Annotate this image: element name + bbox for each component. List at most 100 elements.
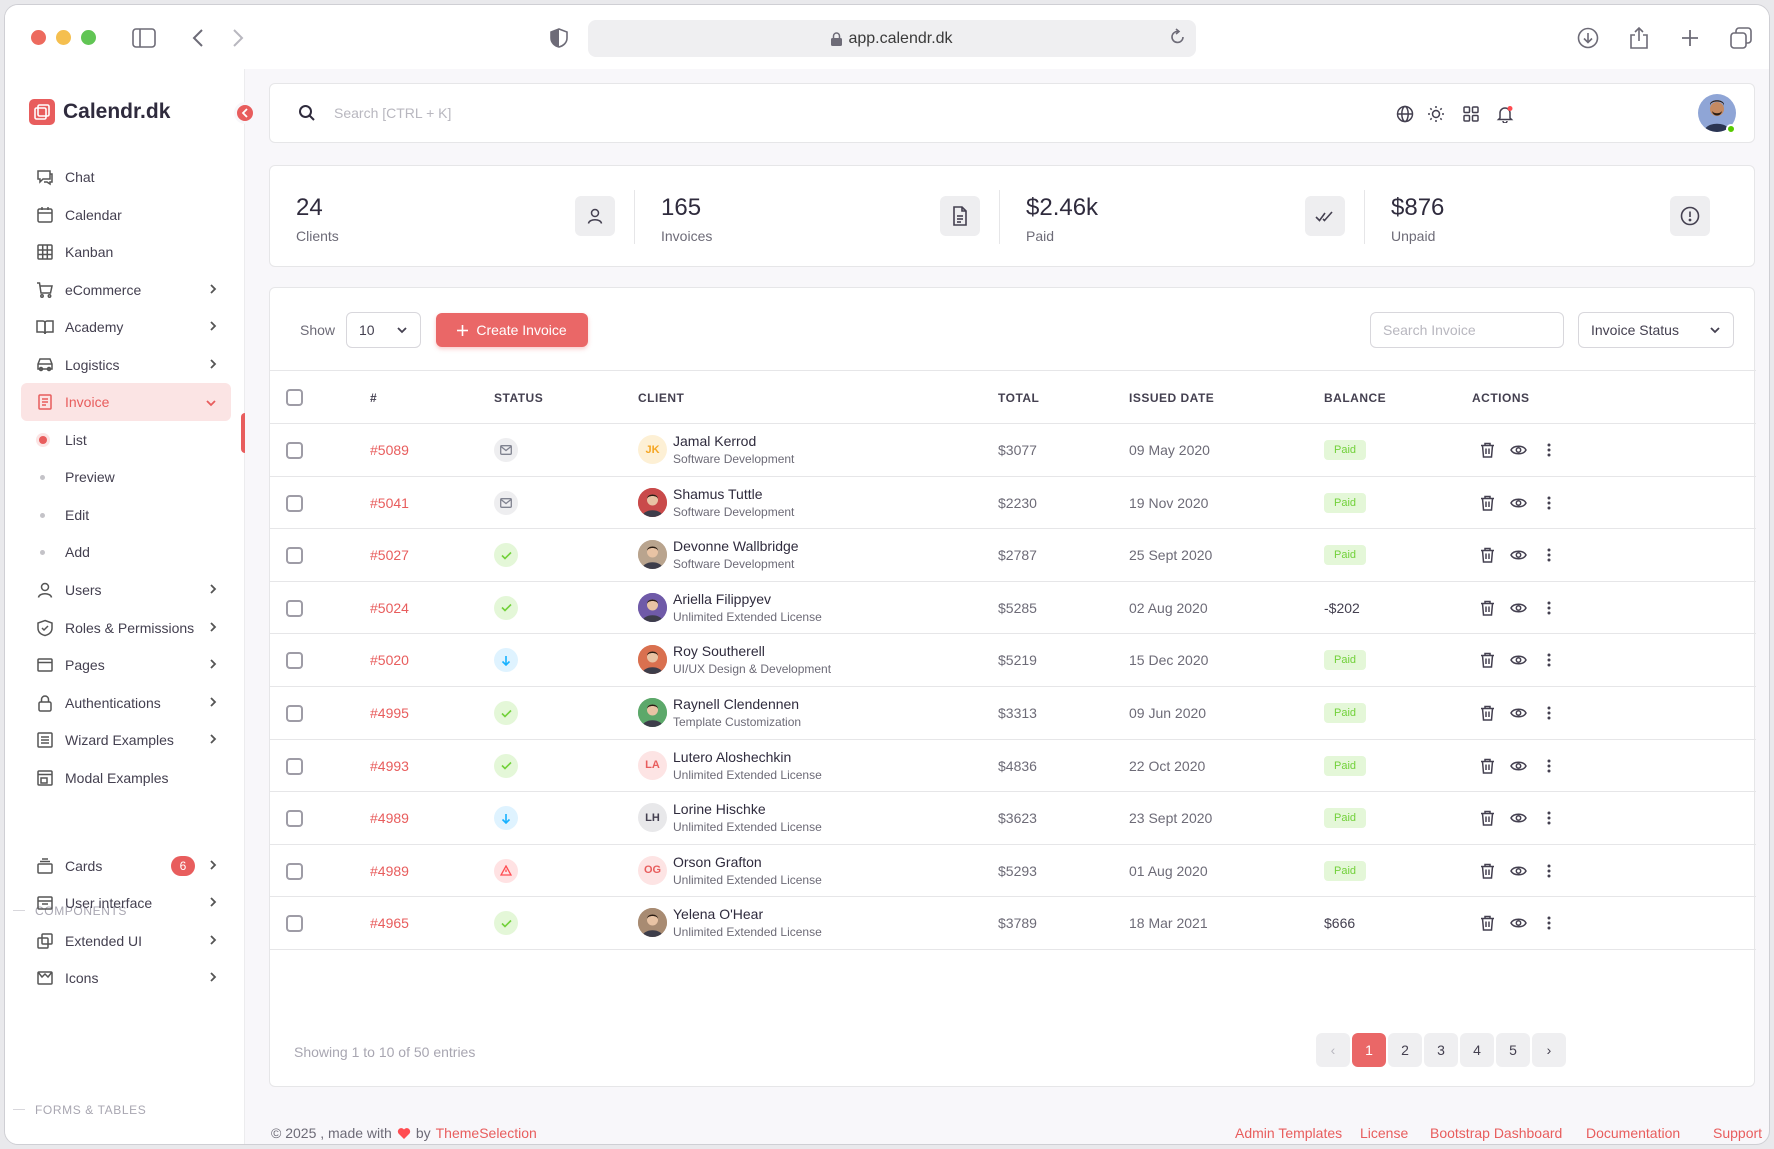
footer-link-support[interactable]: Support [1713, 1125, 1763, 1141]
apps-grid-icon[interactable] [1460, 103, 1482, 125]
row-checkbox[interactable] [286, 599, 303, 617]
table-row[interactable]: #4989 LH Lorine Hischke Unlimited Extended … [270, 792, 1756, 845]
check-icon[interactable] [494, 911, 518, 936]
privacy-shield-icon[interactable] [546, 25, 572, 51]
invoice-id-link[interactable]: #5024 [370, 599, 409, 616]
delete-icon[interactable] [1476, 860, 1498, 882]
delete-icon[interactable] [1476, 807, 1498, 829]
footer-link-bootstrap-dashboard[interactable]: Bootstrap Dashboard [1430, 1125, 1563, 1141]
view-eye-icon[interactable] [1507, 807, 1529, 829]
invoice-id-link[interactable]: #4995 [370, 705, 409, 721]
row-checkbox[interactable] [286, 810, 303, 828]
check-icon[interactable] [494, 595, 518, 620]
check-icon[interactable] [494, 701, 518, 725]
sidebar-item-users[interactable]: Users [21, 571, 231, 609]
invoice-id-link[interactable]: #5020 [370, 652, 409, 669]
delete-icon[interactable] [1476, 597, 1498, 619]
col-id[interactable]: # [370, 391, 378, 405]
back-icon[interactable] [185, 25, 211, 51]
delete-icon[interactable] [1476, 649, 1498, 671]
page-2-button[interactable]: 2 [1388, 1033, 1422, 1067]
maximize-window-button[interactable] [81, 30, 96, 45]
col-status[interactable]: STATUS [494, 391, 544, 405]
sidebar-subitem-add[interactable]: Add [21, 534, 231, 570]
more-vertical-icon[interactable] [1538, 807, 1560, 829]
search-invoice-input[interactable]: Search Invoice [1370, 312, 1564, 348]
client-name[interactable]: Orson Grafton [673, 853, 762, 870]
collapse-sidebar-button[interactable] [234, 102, 256, 124]
delete-icon[interactable] [1476, 544, 1498, 566]
client-name[interactable]: Ariella Filippyev [673, 590, 772, 607]
view-eye-icon[interactable] [1507, 492, 1529, 514]
sidebar-item-extended-ui[interactable]: Extended UI [21, 922, 231, 960]
more-vertical-icon[interactable] [1538, 912, 1560, 934]
sidebar-item-authentications[interactable]: Authentications [21, 684, 231, 722]
table-row[interactable]: #5089 JK Jamal Kerrod Software Development $… [270, 424, 1756, 477]
page-1-button[interactable]: 1 [1352, 1033, 1386, 1067]
invoice-id-link[interactable]: #4965 [370, 915, 409, 932]
invoice-id-link[interactable]: #5027 [370, 547, 409, 564]
brand[interactable]: Calendr.dk [29, 99, 170, 125]
view-eye-icon[interactable] [1507, 649, 1529, 671]
entries-per-page-select[interactable]: 10 [346, 312, 421, 348]
reload-icon[interactable] [1170, 28, 1186, 51]
row-checkbox[interactable] [286, 494, 303, 512]
row-checkbox[interactable] [286, 652, 303, 670]
sidebar-item-pages[interactable]: Pages [21, 646, 231, 684]
sidebar-item-invoice[interactable]: Invoice [21, 383, 231, 421]
check-icon[interactable] [494, 753, 518, 778]
more-vertical-icon[interactable] [1538, 544, 1560, 566]
sidebar-item-logistics[interactable]: Logistics [21, 346, 231, 384]
more-vertical-icon[interactable] [1538, 492, 1560, 514]
sidebar-item-cards[interactable]: Cards 6 [21, 847, 231, 885]
view-eye-icon[interactable] [1507, 912, 1529, 934]
client-name[interactable]: Roy Southerell [673, 643, 765, 660]
sidebar-item-ecommerce[interactable]: eCommerce [21, 271, 231, 309]
col-client[interactable]: CLIENT [638, 391, 685, 405]
arrow-down-icon[interactable] [494, 648, 518, 673]
warning-icon[interactable] [494, 858, 518, 883]
page-4-button[interactable]: 4 [1460, 1033, 1494, 1067]
view-eye-icon[interactable] [1507, 702, 1529, 724]
language-globe-icon[interactable] [1394, 103, 1416, 125]
envelope-icon[interactable] [494, 490, 518, 515]
more-vertical-icon[interactable] [1538, 597, 1560, 619]
row-checkbox[interactable] [286, 547, 303, 565]
row-checkbox[interactable] [286, 915, 303, 933]
theme-sun-icon[interactable] [1425, 103, 1447, 125]
sidebar-item-user-interface[interactable]: User interface [21, 884, 231, 922]
client-name[interactable]: Shamus Tuttle [673, 485, 763, 502]
sidebar-toggle-icon[interactable] [131, 25, 157, 51]
select-all-checkbox[interactable] [286, 389, 303, 406]
invoice-status-select[interactable]: Invoice Status [1578, 312, 1734, 348]
check-icon[interactable] [494, 543, 518, 568]
col-total[interactable]: TOTAL [998, 391, 1040, 405]
client-name[interactable]: Devonne Wallbridge [673, 538, 799, 555]
more-vertical-icon[interactable] [1538, 702, 1560, 724]
client-name[interactable]: Jamal Kerrod [673, 433, 757, 449]
delete-icon[interactable] [1476, 755, 1498, 777]
share-icon[interactable] [1626, 25, 1652, 51]
sidebar-subitem-preview[interactable]: Preview [21, 459, 231, 495]
footer-link-license[interactable]: License [1360, 1125, 1409, 1141]
sidebar-item-wizard-examples[interactable]: Wizard Examples [21, 721, 231, 759]
row-checkbox[interactable] [286, 442, 303, 459]
row-checkbox[interactable] [286, 705, 303, 722]
page-3-button[interactable]: 3 [1424, 1033, 1458, 1067]
col-balance[interactable]: BALANCE [1324, 391, 1387, 405]
table-row[interactable]: #5024 Ariella Filippyev Unlimited Extended… [270, 582, 1756, 635]
sidebar-item-chat[interactable]: Chat [21, 158, 231, 196]
sidebar-subitem-list[interactable]: List [21, 422, 231, 458]
delete-icon[interactable] [1476, 492, 1498, 514]
view-eye-icon[interactable] [1507, 755, 1529, 777]
client-name[interactable]: Raynell Clendennen [673, 696, 800, 712]
create-invoice-button[interactable]: Create Invoice [436, 313, 588, 347]
pagination-prev-button[interactable]: ‹ [1316, 1033, 1350, 1067]
more-vertical-icon[interactable] [1538, 860, 1560, 882]
sidebar-subitem-edit[interactable]: Edit [21, 497, 231, 533]
invoice-id-link[interactable]: #5089 [370, 442, 409, 458]
client-name[interactable]: Lutero Aloshechkin [673, 748, 792, 765]
row-checkbox[interactable] [286, 757, 303, 775]
client-name[interactable]: Lorine Hischke [673, 801, 766, 818]
invoice-id-link[interactable]: #4989 [370, 862, 409, 879]
